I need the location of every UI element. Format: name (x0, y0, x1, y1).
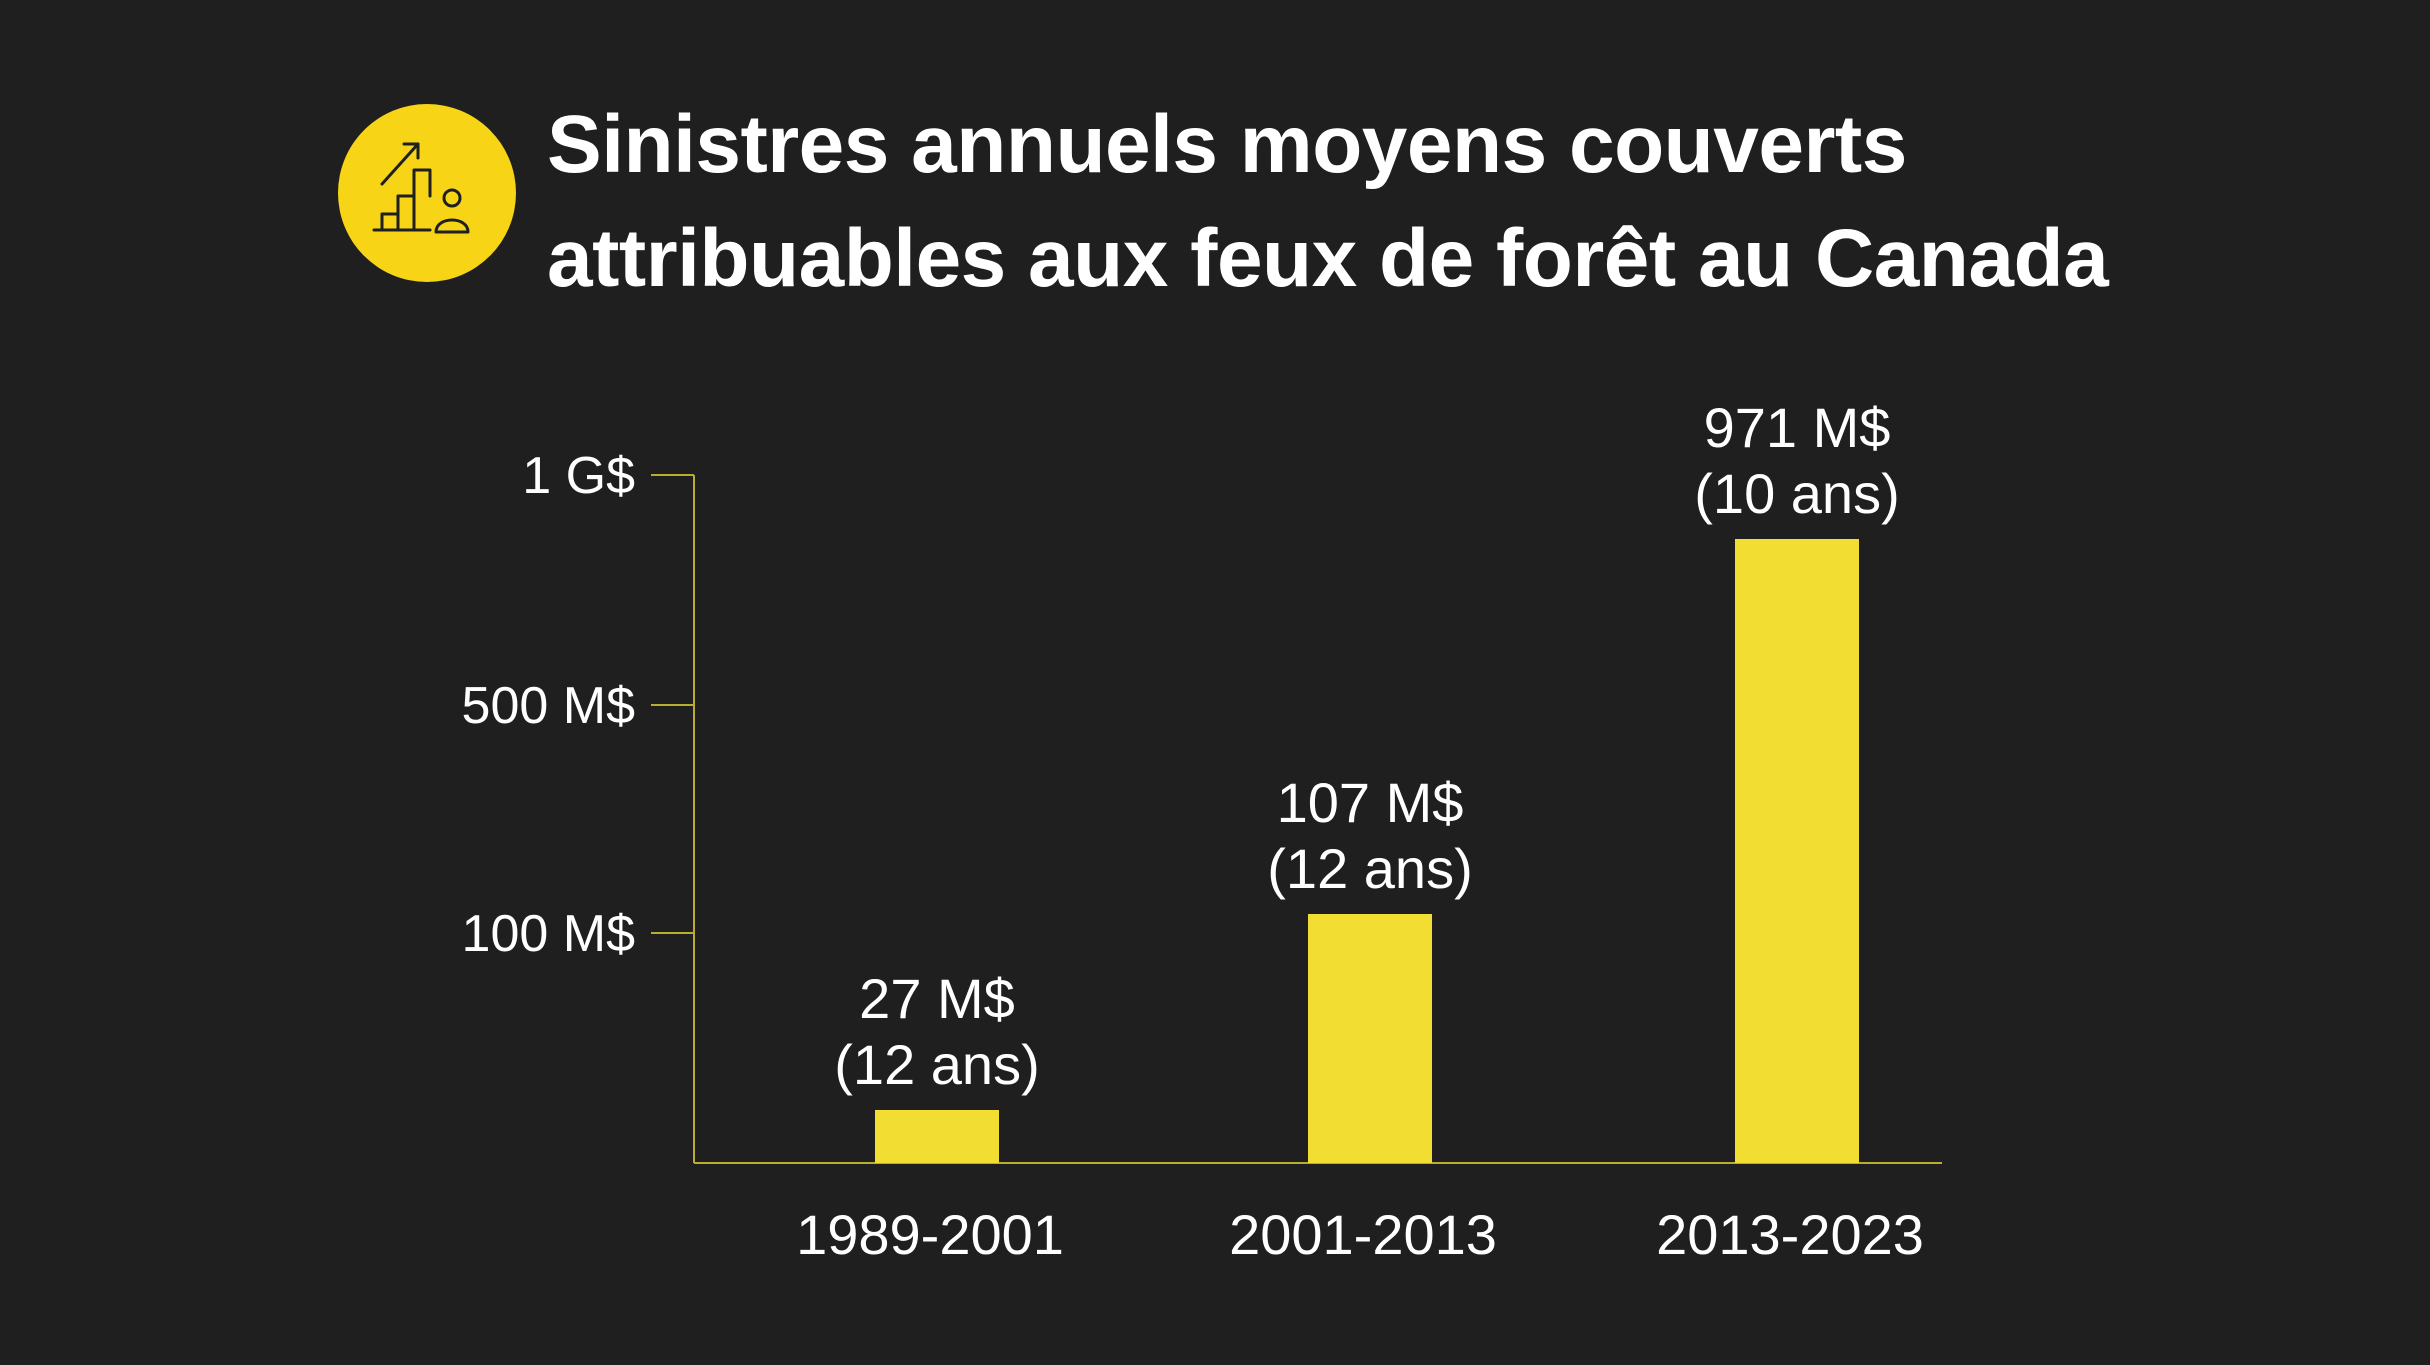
title-line-2: attribuables aux feux de forêt au Canada (547, 213, 2109, 304)
y-tick-label: 1 G$ (522, 447, 635, 505)
title-icon-badge (338, 104, 516, 282)
bar-period-label: (12 ans) (1267, 837, 1472, 900)
chart-title: Sinistres annuels moyens couverts attrib… (547, 88, 2347, 316)
bar-2013-2023 (1735, 539, 1859, 1163)
x-tick-label: 1989-2001 (796, 1203, 1064, 1266)
y-axis-ticks: 100 M$ 500 M$ 1 G$ (462, 447, 694, 963)
chart-bars (875, 539, 1859, 1163)
title-line-1: Sinistres annuels moyens couverts (547, 99, 1907, 190)
bar-value-label: 971 M$ (1704, 396, 1891, 459)
bar-1989-2001 (875, 1110, 999, 1163)
growth-chart-person-icon (372, 142, 470, 234)
chart-value-labels: 27 M$(12 ans)107 M$(12 ans)971 M$(10 ans… (834, 396, 1899, 1096)
x-tick-label: 2013-2023 (1656, 1203, 1924, 1266)
bar-value-label: 27 M$ (859, 967, 1015, 1030)
x-axis-labels: 1989-2001 2001-2013 2013-2023 (796, 1203, 1924, 1266)
bar-period-label: (12 ans) (834, 1033, 1039, 1096)
y-tick-label: 500 M$ (462, 677, 636, 735)
y-tick-label: 100 M$ (462, 905, 636, 963)
bar-2001-2013 (1308, 914, 1432, 1163)
bar-value-label: 107 M$ (1277, 771, 1464, 834)
x-tick-label: 2001-2013 (1229, 1203, 1497, 1266)
bar-period-label: (10 ans) (1694, 462, 1899, 525)
